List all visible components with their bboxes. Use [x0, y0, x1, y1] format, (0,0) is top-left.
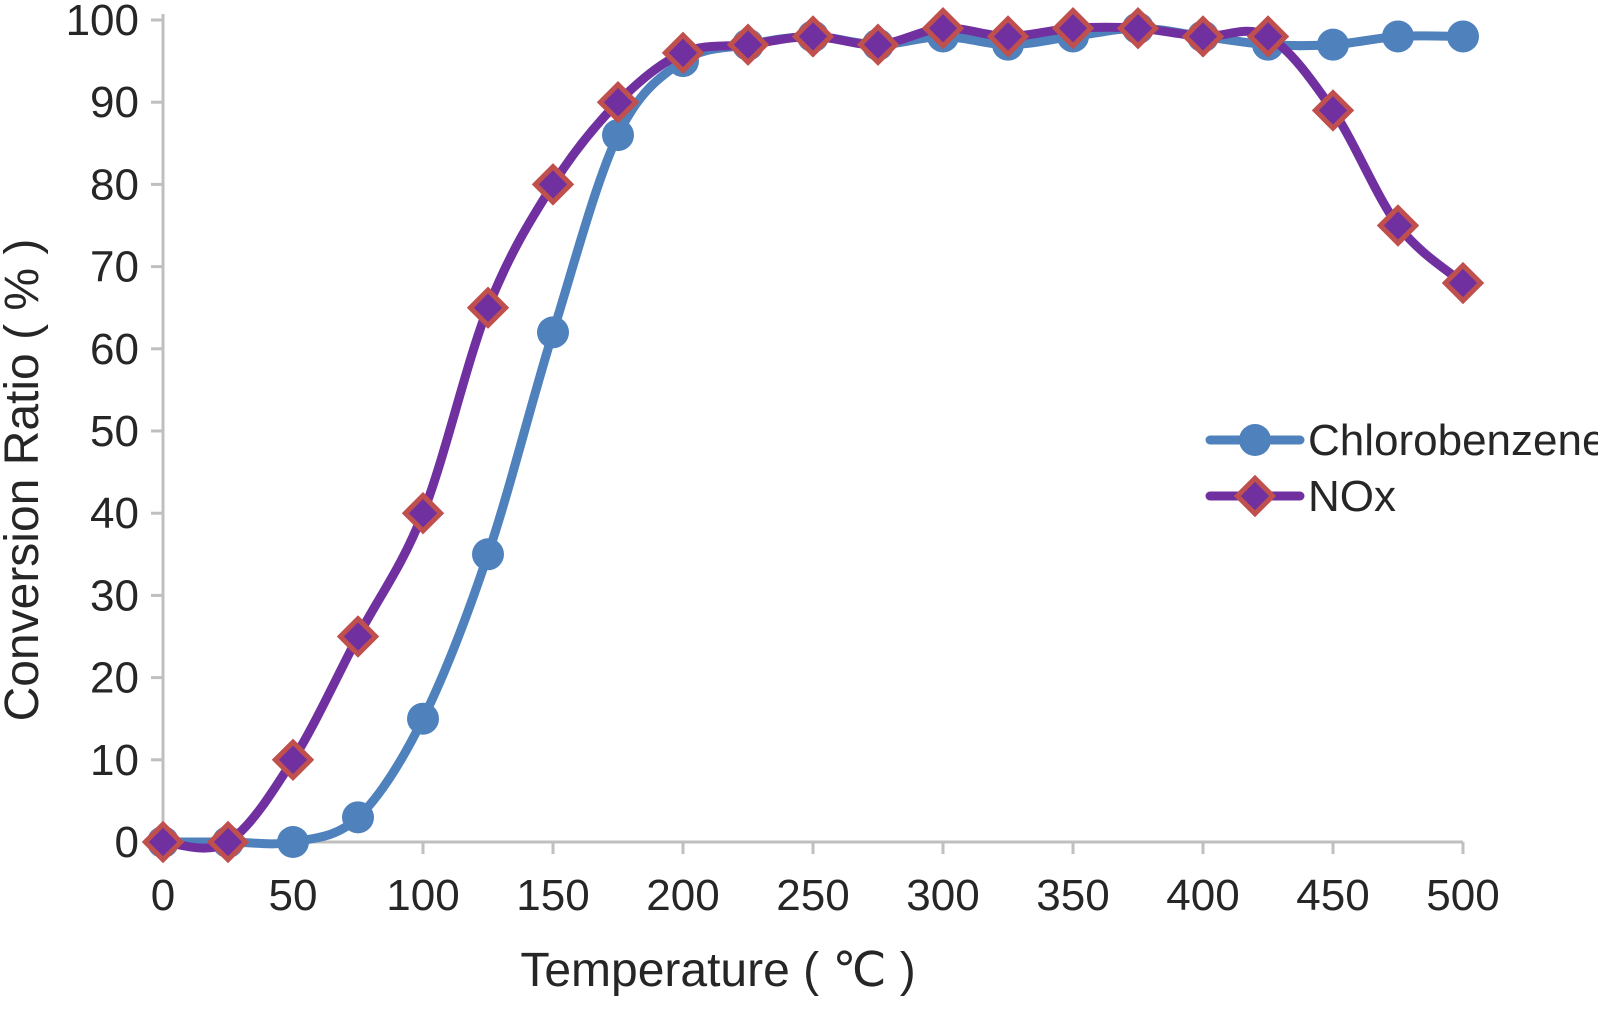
- data-point-diamond: [1441, 261, 1485, 305]
- data-point-circle: [472, 538, 504, 571]
- data-point-circle: [407, 702, 439, 735]
- y-tick-label: 90: [90, 78, 139, 127]
- data-point-circle: [1317, 28, 1349, 61]
- data-point-circle: [277, 826, 309, 858]
- data-point-diamond: [1116, 7, 1160, 50]
- y-tick-label: 100: [66, 0, 139, 45]
- y-tick-label: 10: [90, 736, 139, 785]
- legend-label: Chlorobenzene: [1308, 416, 1598, 465]
- series-layer: [141, 7, 1485, 864]
- data-point-diamond: [1051, 7, 1095, 50]
- y-tick-label: 30: [90, 571, 139, 620]
- data-point-diamond: [661, 31, 705, 75]
- y-axis-title: Conversion Ratio ( % ): [0, 239, 49, 722]
- data-point-diamond: [206, 820, 250, 864]
- data-point-circle: [602, 119, 634, 152]
- axes: 0 50 100 150 200 250 300 350 400 450 500 0 10 20 30 40 5…: [66, 0, 1500, 920]
- data-point-diamond: [921, 7, 965, 50]
- y-tick-label: 40: [90, 489, 139, 538]
- data-point-diamond: [1311, 89, 1355, 132]
- legend-marker-circle-icon: [1239, 424, 1271, 456]
- x-tick-label: 50: [269, 871, 318, 920]
- data-point-diamond: [336, 615, 380, 658]
- data-point-diamond: [856, 23, 900, 66]
- x-tick-label: 100: [386, 871, 459, 920]
- data-point-diamond: [1246, 15, 1290, 58]
- series-chlorobenzene: [147, 12, 1479, 858]
- x-tick-label: 0: [151, 871, 175, 920]
- x-tick-label: 400: [1166, 871, 1239, 920]
- legend: Chlorobenzene NOx: [1205, 416, 1598, 521]
- data-point-diamond: [531, 163, 575, 206]
- data-point-circle: [1447, 20, 1479, 53]
- data-point-diamond: [1181, 15, 1225, 58]
- x-tick-label: 150: [516, 871, 589, 920]
- data-point-diamond: [726, 23, 770, 66]
- series-nox: [141, 7, 1485, 864]
- data-point-diamond: [466, 286, 510, 329]
- data-point-diamond: [401, 491, 445, 535]
- y-tick-label: 80: [90, 160, 139, 209]
- data-point-diamond: [986, 15, 1030, 58]
- data-point-diamond: [596, 80, 640, 124]
- data-point-circle: [342, 801, 374, 834]
- x-axis-title: Temperature ( ℃ ): [520, 944, 915, 997]
- data-point-diamond: [141, 820, 185, 864]
- data-point-diamond: [791, 15, 835, 58]
- data-point-circle: [1382, 20, 1414, 53]
- x-tick-label: 250: [776, 871, 849, 920]
- legend-item-nox: NOx: [1205, 472, 1396, 521]
- legend-item-chlorobenzene: Chlorobenzene: [1205, 416, 1598, 465]
- y-tick-label: 20: [90, 654, 139, 703]
- x-tick-label: 300: [906, 871, 979, 920]
- x-tick-label: 500: [1426, 871, 1499, 920]
- y-tick-label: 50: [90, 407, 139, 456]
- data-point-diamond: [271, 738, 315, 782]
- data-point-circle: [537, 316, 569, 349]
- data-point-diamond: [1376, 204, 1420, 247]
- y-tick-label: 0: [115, 818, 139, 867]
- x-tick-label: 450: [1296, 871, 1369, 920]
- y-tick-label: 70: [90, 243, 139, 292]
- x-tick-label: 350: [1036, 871, 1109, 920]
- y-tick-label: 60: [90, 325, 139, 374]
- legend-label: NOx: [1308, 472, 1396, 521]
- x-tick-label: 200: [646, 871, 719, 920]
- legend-marker-diamond-icon: [1233, 474, 1277, 518]
